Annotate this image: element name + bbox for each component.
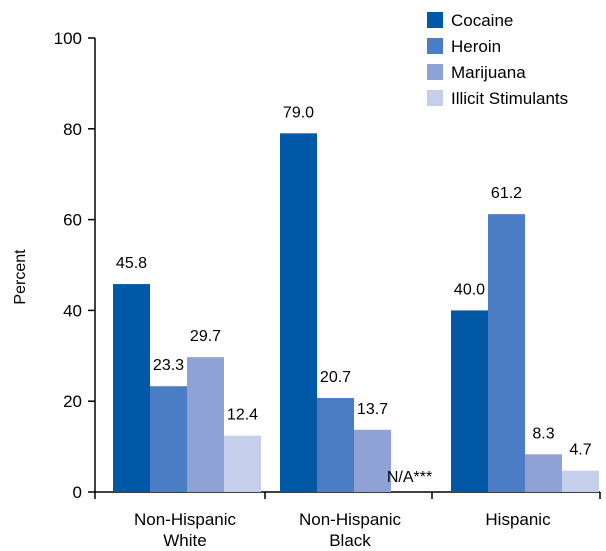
legend-label: Illicit Stimulants xyxy=(451,89,568,108)
category-label: Non-Hispanic xyxy=(134,510,237,529)
x-axis: Non-Hispanic White Non-Hispanic Black Hispan… xyxy=(94,491,601,550)
data-label: 12.4 xyxy=(227,407,258,424)
legend-swatch xyxy=(427,38,443,54)
data-labels: 45.8 79.0 40.0 23.3 20.7 61.2 29.7 13.7 8.3 12.4 N… xyxy=(116,104,592,486)
data-label: 20.7 xyxy=(320,369,351,386)
data-label: 79.0 xyxy=(283,104,314,121)
data-label: 4.7 xyxy=(569,442,591,459)
bar-cocaine xyxy=(280,133,317,492)
legend-swatch xyxy=(427,12,443,28)
bar-heroin xyxy=(488,214,525,493)
data-label: 61.2 xyxy=(491,185,522,202)
y-axis: 0 20 40 60 80 100 xyxy=(54,29,96,502)
category-label-line2: White xyxy=(163,531,206,550)
bars xyxy=(113,133,599,493)
legend: Cocaine Heroin Marijuana Illicit Stimulants xyxy=(427,11,568,108)
y-tick-label: 20 xyxy=(63,392,82,411)
category-label-line2: Black xyxy=(329,531,371,550)
data-label-na: N/A*** xyxy=(387,469,432,486)
category-label: Non-Hispanic xyxy=(299,510,402,529)
bar-marijuana xyxy=(525,454,562,492)
y-tick-label: 0 xyxy=(73,483,82,502)
data-label: 13.7 xyxy=(357,401,388,418)
legend-label: Heroin xyxy=(451,37,501,56)
y-axis-title: Percent xyxy=(12,249,29,305)
bar-heroin xyxy=(317,398,354,492)
bar-cocaine xyxy=(451,310,488,492)
legend-swatch xyxy=(427,64,443,80)
y-tick-label: 80 xyxy=(63,120,82,139)
bar-cocaine xyxy=(113,284,150,492)
y-tick-label: 40 xyxy=(63,301,82,320)
bar-marijuana xyxy=(354,429,391,492)
y-tick-label: 60 xyxy=(63,211,82,230)
data-label: 23.3 xyxy=(153,357,184,374)
bar-illicit-stimulants xyxy=(224,435,261,492)
data-label: 40.0 xyxy=(454,281,485,298)
y-tick-label: 100 xyxy=(54,29,82,48)
legend-label: Marijuana xyxy=(451,63,526,82)
category-label: Hispanic xyxy=(485,510,551,529)
data-label: 8.3 xyxy=(532,425,554,442)
legend-label: Cocaine xyxy=(451,11,513,30)
bar-heroin xyxy=(150,386,187,492)
data-label: 45.8 xyxy=(116,255,147,272)
data-label: 29.7 xyxy=(190,328,221,345)
bar-illicit-stimulants xyxy=(562,470,599,492)
bar-marijuana xyxy=(187,357,224,492)
legend-swatch xyxy=(427,90,443,106)
